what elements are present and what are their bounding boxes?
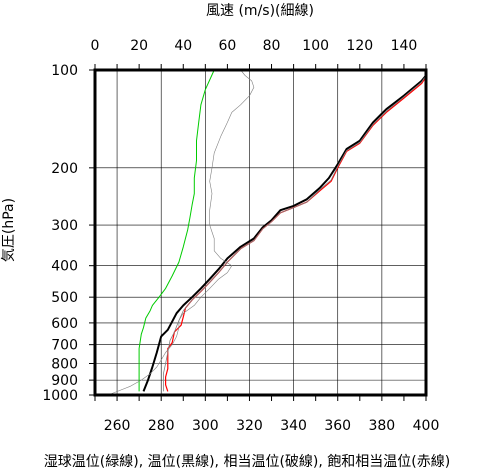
plot-frame	[93, 68, 428, 397]
series-line-3	[138, 69, 215, 392]
bottom-tick-label-3: 320	[236, 418, 263, 434]
top-tick-label-1: 20	[130, 38, 148, 54]
y-tick-label-0: 100	[51, 63, 78, 79]
bottom-tick-label-7: 400	[413, 418, 440, 434]
series-line-4	[108, 69, 255, 396]
top-tick-label-5: 100	[302, 38, 329, 54]
top-tick-label-0: 0	[91, 38, 100, 54]
bottom-tick-label-6: 380	[368, 418, 395, 434]
y-tick-label-2: 300	[51, 218, 78, 234]
bottom-tick-label-1: 280	[148, 418, 175, 434]
y-tick-label-3: 400	[51, 259, 78, 275]
top-tick-label-3: 60	[218, 38, 236, 54]
y-tick-label-5: 600	[51, 316, 78, 332]
bottom-axis-title: 湿球温位(緑線), 温位(黒線), 相当温位(破線), 飽和相当温位(赤線)	[44, 453, 450, 470]
y-tick-label-6: 700	[51, 338, 78, 354]
bottom-tick-label-0: 260	[104, 418, 131, 434]
top-tick-label-6: 120	[346, 38, 373, 54]
tick-group: 260 280 300 320 340 360 380 400 0 20 40 60 80 100 120 1…	[42, 38, 439, 434]
top-axis-title: 風速 (m/s)(細線)	[206, 3, 314, 19]
top-tick-label-7: 140	[391, 38, 418, 54]
y-axis-title: 気圧(hPa)	[1, 198, 17, 262]
top-tick-label-2: 40	[174, 38, 192, 54]
bottom-tick-label-2: 300	[192, 418, 219, 434]
bottom-tick-label-4: 340	[280, 418, 307, 434]
series-group	[108, 69, 427, 396]
series-line-2	[162, 75, 427, 392]
top-tick-label-4: 80	[263, 38, 281, 54]
series-line-0	[142, 74, 427, 392]
y-tick-label-1: 200	[51, 161, 78, 177]
y-tick-label-7: 800	[51, 357, 78, 373]
y-tick-label-9: 1000	[42, 388, 78, 404]
y-tick-label-8: 900	[51, 373, 78, 389]
y-tick-label-4: 500	[51, 290, 78, 306]
bottom-tick-label-5: 360	[324, 418, 351, 434]
